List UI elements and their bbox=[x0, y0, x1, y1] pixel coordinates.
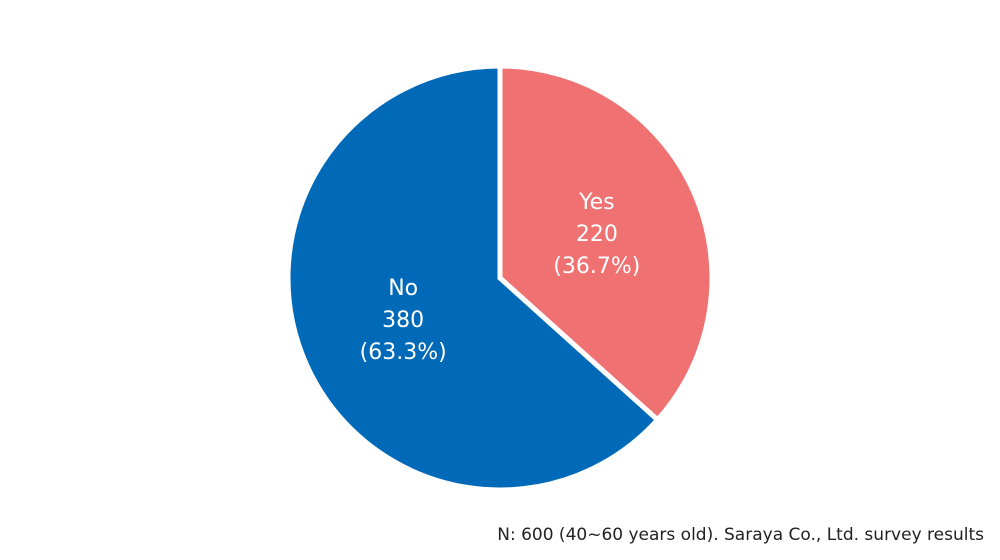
pie-slice bbox=[497, 63, 715, 424]
slice-percent: (36.7%) bbox=[553, 254, 640, 279]
pie-slice bbox=[285, 63, 662, 493]
slice-category: No bbox=[388, 276, 418, 301]
slice-labels: Yes 220 (36.7%) No 380 (63.3%) bbox=[360, 190, 641, 365]
slice-value: 380 bbox=[382, 308, 424, 333]
footnote: N: 600 (40~60 years old). Saraya Co., Lt… bbox=[497, 525, 984, 545]
slice-percent: (63.3%) bbox=[360, 340, 447, 365]
pie bbox=[285, 63, 715, 493]
slice-value: 220 bbox=[576, 222, 618, 247]
slice-category: Yes bbox=[578, 190, 615, 215]
